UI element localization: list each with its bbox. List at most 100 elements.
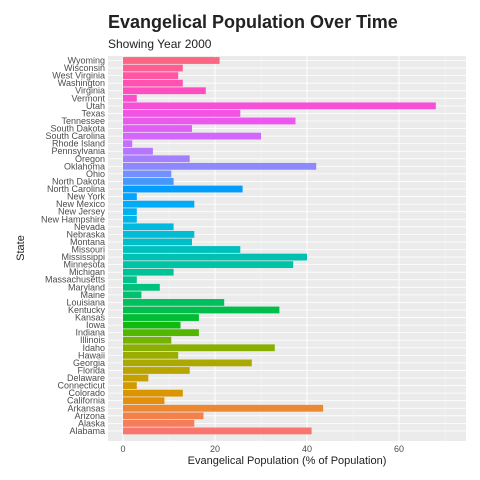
bar xyxy=(123,329,199,337)
bar xyxy=(123,359,252,367)
y-axis-title: State xyxy=(15,235,27,261)
y-tick-label: Indiana xyxy=(75,328,105,338)
y-tick-label: Oregon xyxy=(75,154,105,164)
y-tick-label: New Mexico xyxy=(56,199,105,209)
bar xyxy=(123,117,296,125)
y-tick-label: Georgia xyxy=(73,358,105,368)
bar xyxy=(123,170,172,178)
y-tick-label: Mississippi xyxy=(61,252,105,262)
bar xyxy=(123,64,183,72)
y-tick-label: California xyxy=(67,396,105,406)
y-tick-label: Florida xyxy=(77,365,105,375)
bar xyxy=(123,367,190,374)
y-tick-label: Tennessee xyxy=(61,116,105,126)
y-tick-label: Virginia xyxy=(75,86,105,96)
y-tick-label: Arizona xyxy=(74,411,105,421)
x-tick-label: 0 xyxy=(120,444,125,454)
y-tick-label: South Carolina xyxy=(45,131,105,141)
bar xyxy=(123,79,183,87)
bar xyxy=(123,374,149,382)
y-tick-label: Vermont xyxy=(71,93,105,103)
y-tick-label: North Carolina xyxy=(47,184,105,194)
y-tick-label: Iowa xyxy=(86,320,105,330)
y-tick-label: Pennsylvania xyxy=(51,146,105,156)
bar xyxy=(123,253,307,261)
y-tick-label: Texas xyxy=(81,108,105,118)
bar xyxy=(123,321,181,329)
y-tick-label: West Virginia xyxy=(52,71,105,81)
bar xyxy=(123,268,174,276)
y-tick-label: Arkansas xyxy=(67,403,105,413)
y-tick-label: Connecticut xyxy=(57,381,105,391)
bar xyxy=(123,132,261,140)
y-tick-label: Michigan xyxy=(69,267,105,277)
bar xyxy=(123,155,190,163)
y-tick-label: South Dakota xyxy=(50,124,105,134)
y-tick-label: Louisiana xyxy=(66,297,105,307)
bar xyxy=(123,72,179,80)
y-tick-label: Oklahoma xyxy=(64,161,105,171)
bar xyxy=(123,246,241,253)
chart-title: Evangelical Population Over Time xyxy=(108,12,398,32)
bar xyxy=(123,427,312,435)
y-tick-label: Nevada xyxy=(74,222,105,232)
y-tick-label: Alabama xyxy=(69,426,105,436)
bar xyxy=(123,261,294,269)
bar xyxy=(123,336,172,344)
chart-subtitle: Showing Year 2000 xyxy=(108,37,212,51)
bar xyxy=(123,193,137,200)
y-tick-label: Missouri xyxy=(71,245,105,255)
bar xyxy=(123,299,225,306)
bar xyxy=(123,404,324,412)
y-tick-label: Delaware xyxy=(67,373,105,383)
bar xyxy=(123,147,153,155)
x-tick-label: 20 xyxy=(210,444,220,454)
y-tick-label: Alaska xyxy=(78,418,105,428)
x-tick-label: 40 xyxy=(302,444,312,454)
bar xyxy=(123,291,142,299)
y-tick-label: Utah xyxy=(86,101,105,111)
bar xyxy=(123,382,137,389)
bar xyxy=(123,397,165,405)
y-tick-label: Wyoming xyxy=(68,56,105,66)
bar xyxy=(123,208,137,216)
bar xyxy=(123,162,317,170)
bar xyxy=(123,102,436,110)
y-tick-label: Idaho xyxy=(82,343,105,353)
y-tick-label: Rhode Island xyxy=(52,139,105,149)
bar xyxy=(123,140,133,148)
y-tick-label: New York xyxy=(67,192,106,202)
bar xyxy=(123,419,195,427)
bar xyxy=(123,185,243,193)
bar xyxy=(123,283,160,291)
bar xyxy=(123,94,137,102)
y-tick-label: Colorado xyxy=(68,388,105,398)
x-axis-title: Evangelical Population (% of Population) xyxy=(188,455,387,467)
bar xyxy=(123,215,137,223)
bar xyxy=(123,306,280,314)
y-tick-label: North Dakota xyxy=(52,176,105,186)
bar xyxy=(123,276,137,284)
y-tick-label: Maine xyxy=(80,290,105,300)
y-tick-label: Washington xyxy=(58,78,105,88)
bar xyxy=(123,344,275,352)
bar xyxy=(123,110,241,117)
bar xyxy=(123,87,206,95)
x-axis-tick-labels: 0 20 40 60 xyxy=(120,444,404,454)
bar xyxy=(123,57,220,64)
bar xyxy=(123,125,192,132)
bar xyxy=(123,351,179,359)
y-tick-label: Illinois xyxy=(80,335,106,345)
y-tick-label: Minnesota xyxy=(63,260,105,270)
y-tick-label: New Jersey xyxy=(58,207,106,217)
y-tick-label: Kansas xyxy=(75,313,106,323)
y-tick-label: Maryland xyxy=(68,282,105,292)
bar xyxy=(123,200,195,208)
y-tick-label: Kentucky xyxy=(68,305,106,315)
y-tick-label: Massachusetts xyxy=(45,275,106,285)
bar xyxy=(123,230,195,238)
bar xyxy=(123,178,174,185)
bar xyxy=(123,412,204,420)
